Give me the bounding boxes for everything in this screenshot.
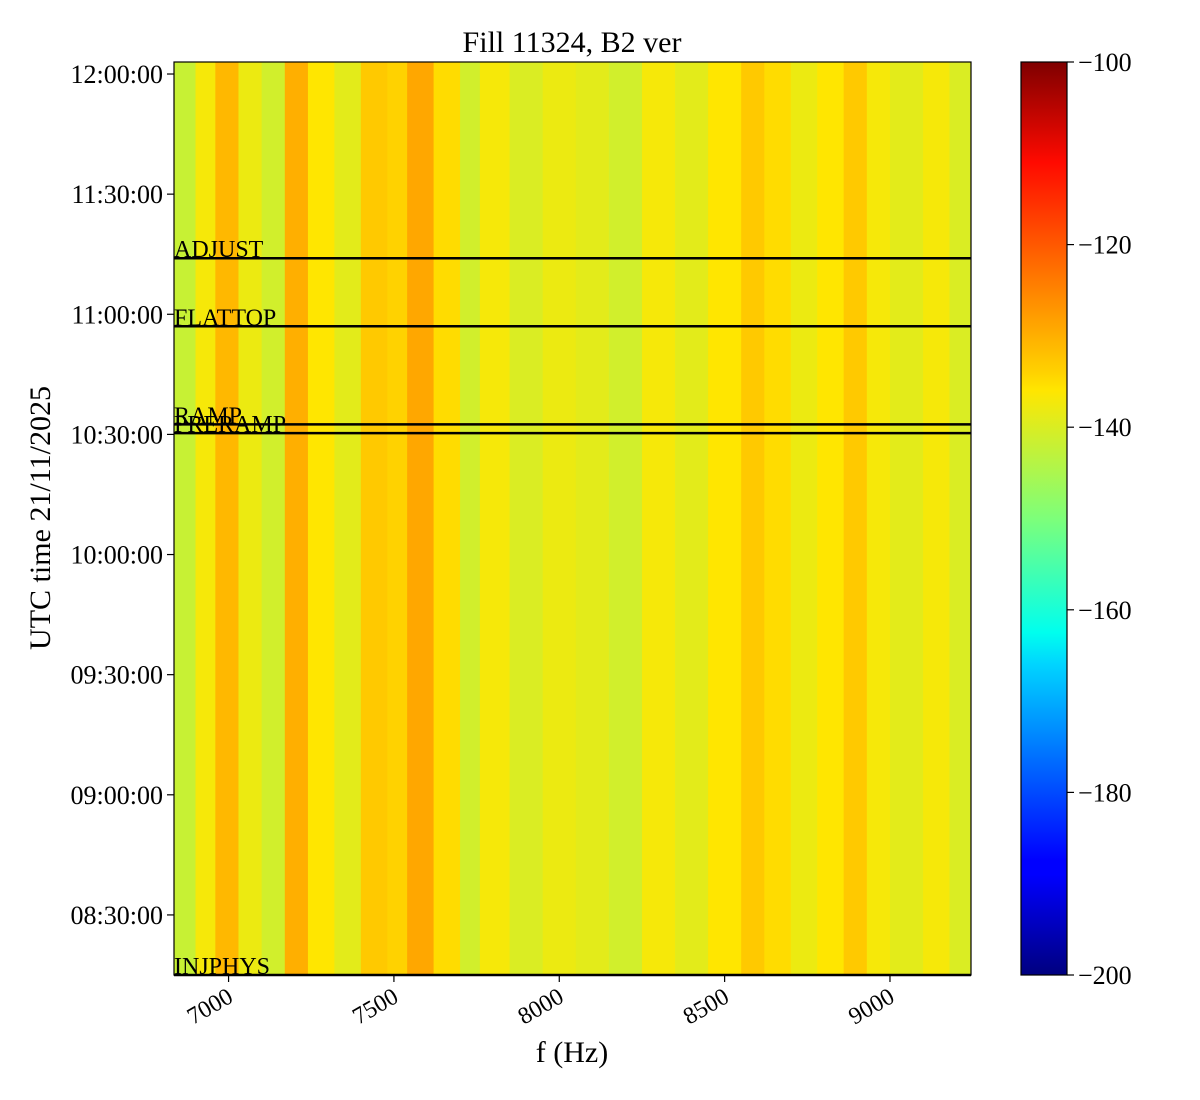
y-tick-label: 09:00:00	[71, 781, 163, 810]
heatmap-band	[284, 62, 309, 975]
heatmap-band	[334, 62, 362, 975]
heatmap-band	[843, 62, 868, 975]
heatmap-band	[741, 62, 765, 975]
plot-frame	[173, 61, 972, 976]
heatmap-band	[764, 62, 792, 975]
heatmap-band	[238, 62, 263, 975]
colorbar-tick-label: −140	[1078, 413, 1132, 442]
heatmap-band	[542, 62, 577, 975]
colorbar-tick-label: −100	[1078, 48, 1132, 77]
heatmap-band	[433, 62, 461, 975]
heatmap-band	[708, 62, 742, 975]
y-tick-label: 11:30:00	[72, 180, 163, 209]
heatmap-band	[215, 62, 240, 975]
heatmap-layer	[174, 62, 971, 975]
x-tick-label: 9000	[844, 984, 899, 1031]
heatmap-band	[261, 62, 286, 975]
heatmap-band	[307, 62, 335, 975]
colorbar	[1020, 61, 1068, 976]
event-label: PRERAMP	[174, 412, 286, 438]
x-tick-label: 8500	[679, 984, 734, 1031]
heatmap-band	[195, 62, 216, 975]
x-tick-label: 7500	[348, 984, 403, 1031]
x-tick-label: 7000	[183, 984, 238, 1031]
heatmap-band	[866, 62, 891, 975]
colorbar-tick-label: −120	[1078, 231, 1132, 260]
y-tick-label: 10:30:00	[71, 420, 163, 449]
heatmap-band	[889, 62, 924, 975]
x-axis: 7000 7500 8000 8500 9000	[183, 975, 899, 1030]
heatmap-band	[479, 62, 511, 975]
y-tick-label: 09:30:00	[71, 661, 163, 690]
heatmap-band	[460, 62, 481, 975]
heatmap-band	[174, 62, 197, 975]
x-tick-label: 8000	[514, 984, 569, 1031]
heatmap-band	[608, 62, 643, 975]
heatmap-band	[923, 62, 951, 975]
y-axis: 08:30:00 09:00:00 09:30:00 10:00:00 10:30:00…	[71, 60, 174, 930]
y-tick-label: 08:30:00	[71, 901, 163, 930]
x-axis-label: f (Hz)	[536, 1036, 608, 1069]
heatmap-band	[387, 62, 408, 975]
event-label: ADJUST	[174, 237, 264, 263]
y-tick-label: 11:00:00	[72, 300, 163, 329]
heatmap-band	[641, 62, 676, 975]
colorbar-tick-label: −200	[1078, 961, 1132, 990]
heatmap-band	[817, 62, 845, 975]
heatmap-band	[509, 62, 544, 975]
heatmap-band	[575, 62, 610, 975]
y-tick-label: 12:00:00	[71, 60, 163, 89]
event-label: FLATTOP	[174, 305, 276, 331]
colorbar-tick-label: −180	[1078, 778, 1132, 807]
heatmap-band	[949, 62, 971, 975]
event-label: INJPHYS	[174, 954, 270, 980]
chart-title: Fill 11324, B2 ver	[463, 26, 682, 59]
y-tick-label: 10:00:00	[71, 541, 163, 570]
heatmap-band	[790, 62, 818, 975]
heatmap-band	[675, 62, 709, 975]
event-label: RAMP	[174, 403, 242, 429]
colorbar-axis: −200 −180 −160 −140 −120 −100	[1067, 48, 1132, 990]
heatmap-band	[407, 62, 435, 975]
heatmap-band	[360, 62, 388, 975]
y-axis-label: UTC time 21/11/2025	[24, 386, 57, 650]
colorbar-tick-label: −160	[1078, 596, 1132, 625]
